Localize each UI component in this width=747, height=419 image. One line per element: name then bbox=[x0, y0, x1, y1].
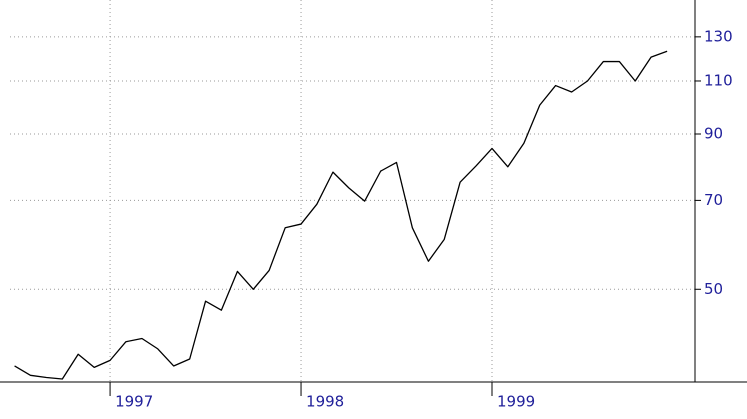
x-tick-label: 1997 bbox=[115, 393, 153, 411]
y-tick-label: 70 bbox=[704, 191, 723, 209]
y-tick-label: 130 bbox=[704, 27, 733, 45]
x-tick-label: 1999 bbox=[497, 393, 535, 411]
price-line bbox=[14, 50, 668, 380]
y-tick-label: 110 bbox=[704, 71, 733, 89]
x-tick-label: 1998 bbox=[306, 393, 344, 411]
y-tick-label: 50 bbox=[704, 280, 723, 298]
y-tick-label: 90 bbox=[704, 124, 723, 142]
